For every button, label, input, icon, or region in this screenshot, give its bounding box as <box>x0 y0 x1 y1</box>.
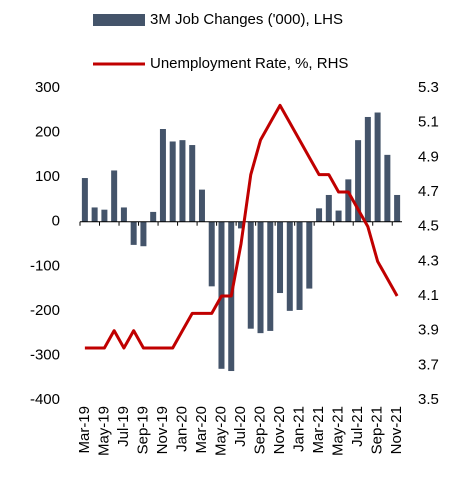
bar <box>277 221 284 294</box>
bar <box>267 221 274 331</box>
y2-tick-label: 3.7 <box>418 356 439 373</box>
y2-tick-label: 3.9 <box>418 322 439 339</box>
bar <box>296 221 303 310</box>
bar <box>238 221 244 229</box>
bar <box>335 210 342 222</box>
bar <box>140 221 147 247</box>
bar <box>81 178 88 222</box>
y2-tick-label: 5.1 <box>418 114 439 131</box>
x-tick-label: Mar-19 <box>76 406 93 454</box>
y2-tick-label: 5.3 <box>418 79 439 96</box>
y2-tick-label: 4.9 <box>418 148 439 165</box>
y-tick-label: 300 <box>35 79 60 96</box>
x-tick-label: Jul-21 <box>349 406 366 447</box>
legend-label: 3M Job Changes ('000), LHS <box>150 11 343 28</box>
bar <box>345 179 352 222</box>
bar <box>208 221 215 287</box>
y-tick-label: 0 <box>52 213 60 230</box>
x-tick-label: Nov-21 <box>388 406 405 454</box>
bar <box>120 207 127 222</box>
bar <box>101 209 108 222</box>
x-tick-label: Jan-20 <box>173 406 190 452</box>
bar <box>384 154 391 222</box>
x-tick-label: Sep-21 <box>369 406 386 454</box>
x-tick-label: Jul-20 <box>232 406 249 447</box>
bar <box>150 211 157 222</box>
x-tick-label: May-20 <box>212 406 229 456</box>
y-tick-label: -200 <box>30 302 60 319</box>
x-tick-label: May-19 <box>95 406 112 456</box>
y-tick-label: -300 <box>30 346 60 363</box>
x-tick-label: Jan-21 <box>291 406 308 452</box>
bar <box>286 221 293 311</box>
x-tick-label: Mar-21 <box>310 406 327 454</box>
bar <box>325 194 332 222</box>
y2-tick-label: 4.7 <box>418 183 439 200</box>
bar <box>130 221 137 245</box>
bar <box>316 208 323 222</box>
x-tick-label: Jul-19 <box>115 406 132 447</box>
y2-tick-label: 4.3 <box>418 252 439 269</box>
x-tick-label: Sep-19 <box>134 406 151 454</box>
x-tick-label: Nov-20 <box>271 406 288 454</box>
bar <box>257 221 264 334</box>
line <box>84 103 399 350</box>
legend-label: Unemployment Rate, %, RHS <box>150 55 348 72</box>
y-tick-label: 100 <box>35 168 60 185</box>
y2-tick-label: 3.5 <box>418 391 439 408</box>
y2-tick-label: 4.1 <box>418 287 439 304</box>
legend-swatch <box>93 14 145 26</box>
x-tick-label: May-21 <box>330 406 347 456</box>
bar <box>189 145 196 222</box>
bar <box>179 140 186 222</box>
bar <box>159 129 166 222</box>
bar <box>306 221 313 289</box>
x-tick-label: Nov-19 <box>154 406 171 454</box>
bar <box>169 141 176 222</box>
bar <box>111 170 118 222</box>
x-tick-label: Sep-20 <box>251 406 268 454</box>
y-tick-label: 200 <box>35 124 60 141</box>
bar <box>364 116 371 222</box>
y-tick-label: -400 <box>30 391 60 408</box>
bar <box>91 207 98 222</box>
bar <box>247 221 254 329</box>
y2-tick-label: 4.5 <box>418 218 439 235</box>
x-tick-label: Mar-20 <box>193 406 210 454</box>
bar <box>355 140 362 222</box>
bar <box>394 194 401 222</box>
y-tick-label: -100 <box>30 257 60 274</box>
bar <box>198 189 205 222</box>
bar <box>374 112 381 222</box>
